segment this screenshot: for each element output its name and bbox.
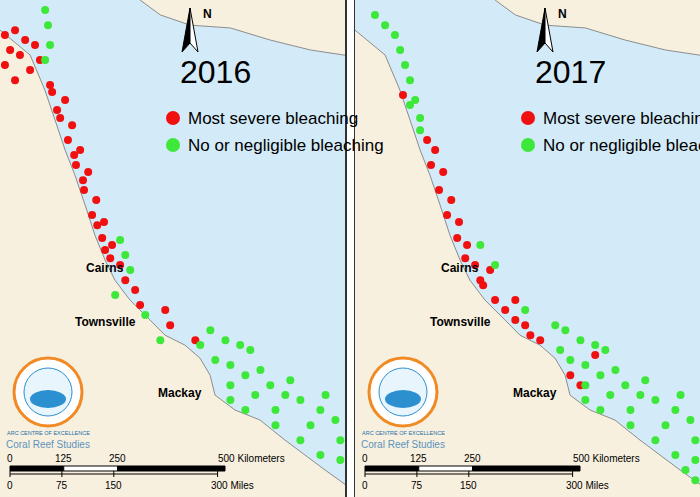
svg-text:Coral Reef Studies: Coral Reef Studies (6, 439, 90, 450)
svg-text:150: 150 (105, 480, 122, 491)
svg-text:Cairns: Cairns (86, 261, 124, 275)
svg-text:250: 250 (464, 453, 481, 464)
svg-text:Most severe bleaching: Most severe bleaching (543, 109, 700, 128)
svg-text:0: 0 (362, 453, 368, 464)
svg-text:500 Kilometers: 500 Kilometers (573, 453, 640, 464)
svg-text:Townsville: Townsville (430, 315, 491, 329)
svg-text:Townsville: Townsville (75, 315, 136, 329)
svg-text:N: N (203, 7, 212, 21)
svg-text:300 Miles: 300 Miles (211, 480, 254, 491)
svg-text:75: 75 (411, 480, 423, 491)
svg-text:0: 0 (7, 480, 13, 491)
svg-text:300 Miles: 300 Miles (566, 480, 609, 491)
svg-text:125: 125 (410, 453, 427, 464)
svg-text:Mackay: Mackay (158, 386, 202, 400)
svg-text:0: 0 (7, 453, 13, 464)
svg-text:Most severe bleaching: Most severe bleaching (188, 109, 358, 128)
svg-text:ARC CENTRE OF EXCELLENCE: ARC CENTRE OF EXCELLENCE (7, 430, 90, 436)
svg-text:Coral Reef Studies: Coral Reef Studies (361, 439, 445, 450)
svg-text:ARC CENTRE OF EXCELLENCE: ARC CENTRE OF EXCELLENCE (362, 430, 445, 436)
svg-text:No or negligible bleaching: No or negligible bleaching (543, 136, 700, 155)
svg-text:Cairns: Cairns (441, 261, 479, 275)
svg-text:0: 0 (362, 480, 368, 491)
svg-text:75: 75 (56, 480, 68, 491)
svg-text:2017: 2017 (535, 54, 606, 90)
svg-text:500 Kilometers: 500 Kilometers (218, 453, 285, 464)
svg-text:2016: 2016 (180, 54, 251, 90)
svg-text:No or negligible bleaching: No or negligible bleaching (188, 136, 384, 155)
svg-text:250: 250 (109, 453, 126, 464)
svg-text:125: 125 (55, 453, 72, 464)
svg-text:Mackay: Mackay (513, 386, 557, 400)
svg-text:150: 150 (460, 480, 477, 491)
svg-text:N: N (558, 7, 567, 21)
